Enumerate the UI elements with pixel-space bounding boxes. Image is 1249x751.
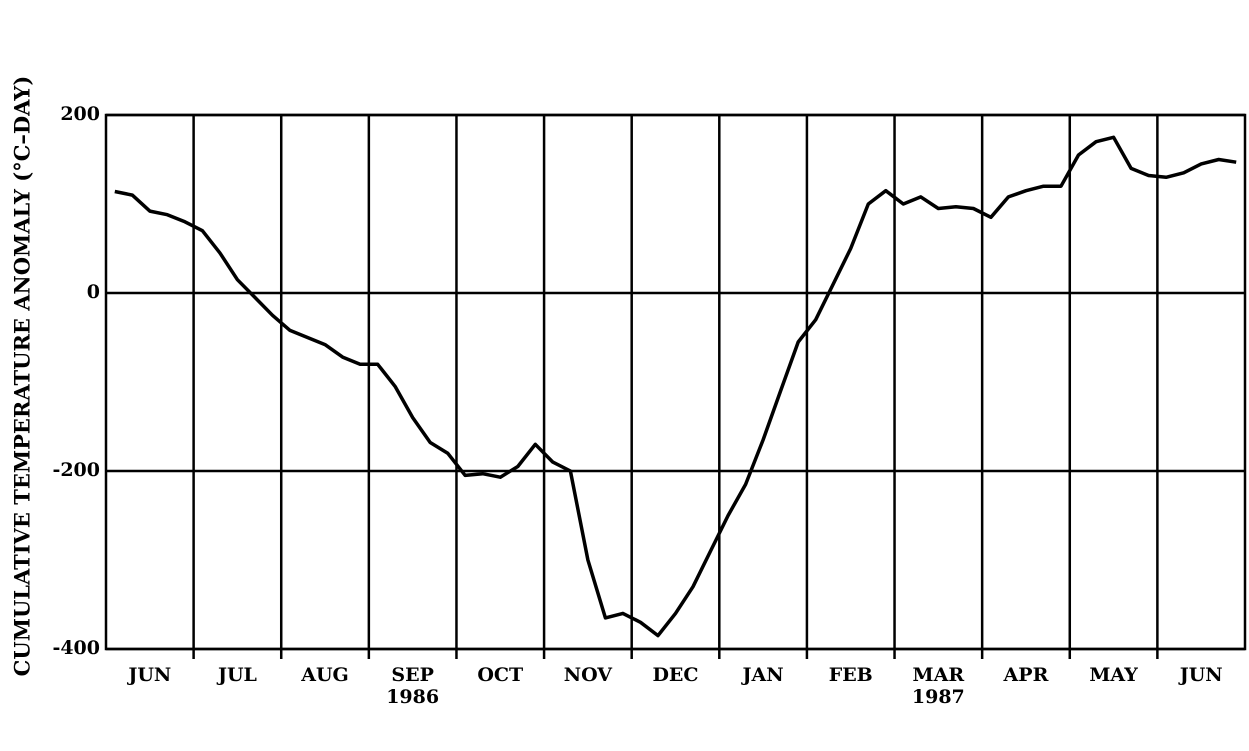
x-tick-label: JAN: [741, 664, 784, 686]
x-tick-label: DEC: [652, 664, 698, 686]
x-tick-label: APR: [1003, 664, 1049, 686]
y-tick-label: 0: [87, 281, 100, 303]
x-tick-label: NOV: [564, 664, 614, 686]
x-tick-label: JUN: [126, 664, 171, 686]
year-label: 1987: [912, 686, 965, 708]
y-tick-label: -400: [52, 637, 100, 659]
plot-frame: [104, 113, 1247, 651]
x-tick-label: AUG: [300, 664, 349, 686]
x-tick-label: MAR: [913, 664, 965, 686]
y-tick-label: -200: [52, 459, 100, 481]
x-tick-label: FEB: [829, 664, 873, 686]
y-axis-label: CUMULATIVE TEMPERATURE ANOMALY (°C–DAY): [10, 76, 35, 677]
year-label: 1986: [386, 686, 439, 708]
x-tick-label: JUN: [1178, 664, 1223, 686]
data-line: [114, 135, 1237, 638]
y-tick-label: 200: [60, 103, 100, 125]
x-tick-label: OCT: [477, 664, 523, 686]
x-tick-label: JUL: [216, 664, 257, 686]
x-tick-label: SEP: [391, 664, 434, 686]
x-tick-label: MAY: [1089, 664, 1138, 686]
